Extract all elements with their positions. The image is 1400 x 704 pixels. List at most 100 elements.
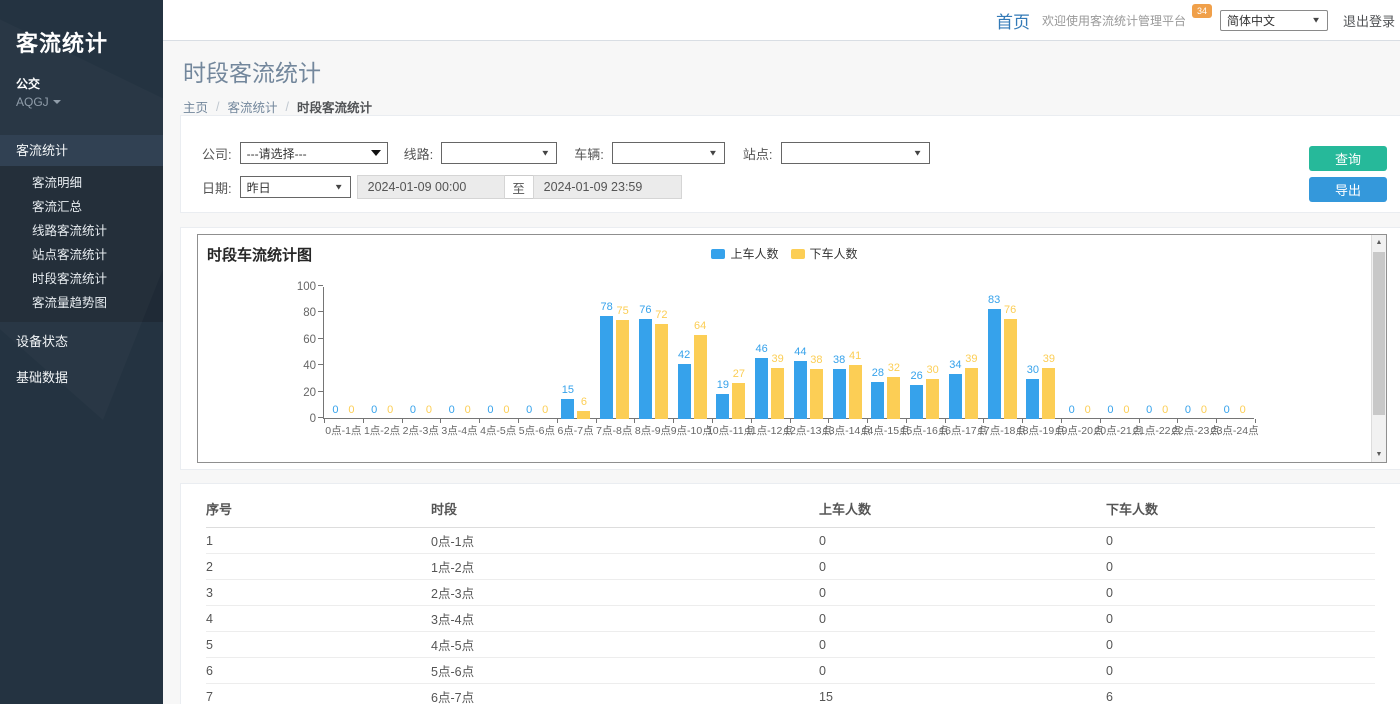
- logout-link[interactable]: 退出登录: [1342, 13, 1395, 29]
- language-select[interactable]: 简体中文 ▼: [1219, 9, 1328, 31]
- language-select-value: 简体中文: [1226, 13, 1275, 28]
- vehicle-select[interactable]: ▼: [611, 142, 725, 164]
- sidebar-item-设备状态[interactable]: 设备状态: [16, 334, 69, 349]
- sidebar-item-客流量趋势图[interactable]: 客流量趋势图: [32, 296, 108, 310]
- table-cell: 0: [1106, 663, 1113, 678]
- scroll-down-arrow-icon[interactable]: ▼: [1375, 451, 1383, 458]
- table-row[interactable]: 2 1点-2点 0 0: [206, 554, 1375, 580]
- bar-上车人数[interactable]: 46: [755, 343, 769, 419]
- bar-下车人数[interactable]: 39: [771, 353, 785, 419]
- bar-上车人数[interactable]: 26: [910, 370, 924, 419]
- bar-下车人数[interactable]: 39: [1042, 353, 1056, 419]
- bar-上车人数[interactable]: 78: [600, 301, 614, 419]
- sidebar-item-基础数据[interactable]: 基础数据: [16, 370, 69, 385]
- scroll-up-arrow-icon[interactable]: ▲: [1375, 239, 1383, 246]
- date-preset-select[interactable]: 昨日 ▼: [239, 176, 351, 198]
- sidebar-item-线路客流统计[interactable]: 线路客流统计: [32, 224, 108, 238]
- legend-item[interactable]: 上车人数: [711, 245, 779, 262]
- bar-下车人数[interactable]: 72: [654, 309, 668, 419]
- x-axis-tick-mark: [1061, 419, 1063, 423]
- x-axis-tick-mark: [1022, 419, 1024, 423]
- bar-value-label: 34: [949, 359, 962, 372]
- sidebar-section-passenger-stats[interactable]: 客流统计: [0, 135, 163, 166]
- x-axis-tick-mark: [711, 419, 713, 423]
- company-select[interactable]: ---请选择---: [239, 142, 388, 164]
- home-link[interactable]: 首页: [995, 12, 1030, 32]
- query-button[interactable]: 查询: [1309, 146, 1387, 171]
- bar-上车人数[interactable]: 30: [1026, 364, 1040, 419]
- notification-badge[interactable]: 34: [1191, 4, 1212, 18]
- export-button[interactable]: 导出: [1309, 177, 1387, 202]
- date-to-input[interactable]: 2024-01-09 23:59: [532, 175, 682, 199]
- bar-上车人数[interactable]: 38: [832, 354, 846, 419]
- chart-category: 19 27: [712, 287, 751, 419]
- bar-value-label: 0: [448, 404, 455, 416]
- x-axis-label: 2点-3点: [401, 423, 440, 438]
- table-row[interactable]: 6 5点-6点 0 0: [206, 658, 1375, 684]
- table-cell: 2: [206, 559, 213, 574]
- bar-下车人数[interactable]: 38: [809, 354, 823, 419]
- bar-下车人数[interactable]: 64: [693, 320, 707, 419]
- org-code-label: AQGJ: [16, 95, 49, 109]
- table-cell: 0: [1106, 611, 1113, 626]
- date-from-input[interactable]: 2024-01-09 00:00: [356, 175, 505, 199]
- bar-上车人数[interactable]: 19: [716, 379, 730, 419]
- bar-下车人数[interactable]: 30: [926, 364, 940, 419]
- bar-上车人数[interactable]: 83: [987, 294, 1001, 419]
- bar-上车人数[interactable]: 42: [677, 349, 691, 419]
- x-axis-tick-mark: [362, 419, 364, 423]
- bar-上车人数[interactable]: 76: [638, 304, 652, 419]
- bar-下车人数[interactable]: 75: [616, 305, 630, 419]
- bar-value-label: 78: [600, 301, 613, 314]
- sidebar-item-客流汇总[interactable]: 客流汇总: [32, 200, 83, 214]
- table-panel: 序号 时段 上车人数 下车人数 1 0点-1点 0 0 2 1点-2点 0 0 3 2点-3点 0 0 4 3点…: [180, 483, 1400, 704]
- bar-上车人数[interactable]: 34: [948, 359, 962, 419]
- station-select[interactable]: ▼: [780, 142, 930, 164]
- bar-下车人数[interactable]: 41: [848, 350, 862, 419]
- org-code-dropdown[interactable]: AQGJ: [0, 92, 163, 109]
- table-row[interactable]: 3 2点-3点 0 0: [206, 580, 1375, 606]
- table-row[interactable]: 1 0点-1点 0 0: [206, 528, 1375, 554]
- bar-下车人数[interactable]: 32: [887, 362, 901, 419]
- y-axis-tick-mark: [318, 285, 323, 286]
- chart-category: 46 39: [750, 287, 789, 419]
- table-cell: 4: [206, 611, 213, 626]
- bar-下车人数[interactable]: 27: [732, 368, 746, 419]
- line-select[interactable]: ▼: [441, 142, 558, 164]
- x-axis-tick-mark: [479, 419, 481, 423]
- bar-上车人数[interactable]: 28: [871, 367, 885, 419]
- x-axis-label: 19点-20点: [1056, 423, 1104, 438]
- table-header-cell: 上车人数: [819, 502, 872, 517]
- bar-上车人数[interactable]: 15: [561, 384, 575, 419]
- chart-vertical-scrollbar[interactable]: ▲ ▼: [1371, 235, 1386, 462]
- table-cell: 0点-1点: [431, 535, 475, 549]
- filter-panel: 公司: ---请选择--- 线路: ▼ 车辆: ▼ 站点: ▼ 日期:: [180, 115, 1400, 213]
- table-row[interactable]: 5 4点-5点 0 0: [206, 632, 1375, 658]
- table-body: 1 0点-1点 0 0 2 1点-2点 0 0 3 2点-3点 0 0 4 3点-4点 0 0 5 4点-5点 0 0…: [206, 528, 1375, 704]
- date-range-separator: 至: [504, 175, 533, 199]
- table-header-cell: 下车人数: [1106, 502, 1159, 517]
- table-row[interactable]: 4 3点-4点 0 0: [206, 606, 1375, 632]
- bar-下车人数[interactable]: 6: [577, 396, 591, 419]
- x-axis-label-text: 4点-5点: [480, 425, 517, 437]
- scrollbar-thumb[interactable]: [1373, 252, 1385, 415]
- sidebar-item-客流明细[interactable]: 客流明细: [32, 176, 83, 190]
- bar-value-label: 0: [332, 404, 339, 416]
- x-axis-label: 5点-6点: [518, 423, 557, 438]
- table-row[interactable]: 7 6点-7点 15 6: [206, 684, 1375, 704]
- table-header-cell: 序号: [206, 502, 233, 517]
- sidebar-item-站点客流统计[interactable]: 站点客流统计: [32, 248, 108, 262]
- x-axis-tick-mark: [634, 419, 636, 423]
- bar-下车人数[interactable]: 39: [964, 353, 978, 419]
- table-cell: 3点-4点: [431, 613, 475, 627]
- breadcrumb-home[interactable]: 主页: [183, 101, 209, 115]
- bar-下车人数[interactable]: 76: [1003, 304, 1017, 419]
- legend-item[interactable]: 下车人数: [790, 245, 858, 262]
- bar-上车人数[interactable]: 44: [793, 346, 807, 419]
- x-axis-tick-mark: [944, 419, 946, 423]
- bar-value-label: 26: [910, 369, 923, 382]
- breadcrumb-section[interactable]: 客流统计: [227, 101, 278, 115]
- sidebar-item-时段客流统计[interactable]: 时段客流统计: [32, 272, 108, 286]
- chart-category: 30 39: [1022, 287, 1061, 419]
